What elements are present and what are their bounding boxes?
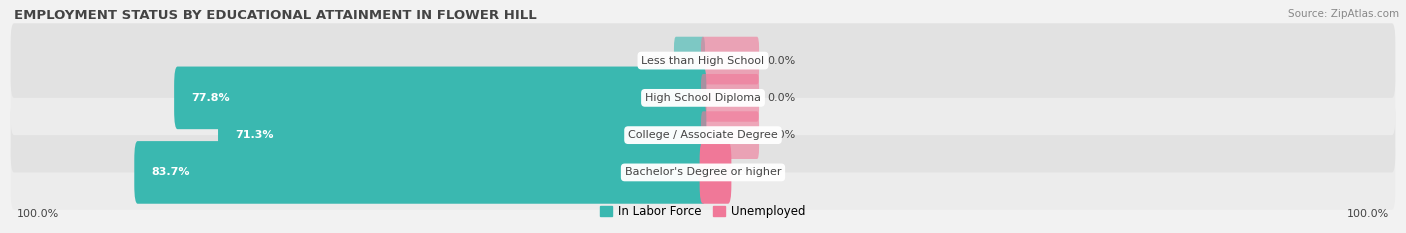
Text: 0.0%: 0.0% bbox=[768, 93, 796, 103]
Text: 71.3%: 71.3% bbox=[235, 130, 273, 140]
Text: 3.7%: 3.7% bbox=[738, 168, 766, 177]
FancyBboxPatch shape bbox=[135, 141, 706, 204]
FancyBboxPatch shape bbox=[702, 74, 759, 122]
Text: 83.7%: 83.7% bbox=[152, 168, 190, 177]
Text: EMPLOYMENT STATUS BY EDUCATIONAL ATTAINMENT IN FLOWER HILL: EMPLOYMENT STATUS BY EDUCATIONAL ATTAINM… bbox=[14, 9, 537, 22]
Text: 0.0%: 0.0% bbox=[768, 56, 796, 65]
FancyBboxPatch shape bbox=[11, 98, 1395, 172]
Text: High School Diploma: High School Diploma bbox=[645, 93, 761, 103]
Text: 100.0%: 100.0% bbox=[17, 209, 59, 219]
Text: 0.0%: 0.0% bbox=[641, 56, 669, 65]
Text: Source: ZipAtlas.com: Source: ZipAtlas.com bbox=[1288, 9, 1399, 19]
Text: 100.0%: 100.0% bbox=[1347, 209, 1389, 219]
Text: College / Associate Degree: College / Associate Degree bbox=[628, 130, 778, 140]
Text: 0.0%: 0.0% bbox=[768, 130, 796, 140]
FancyBboxPatch shape bbox=[700, 141, 731, 204]
Text: 77.8%: 77.8% bbox=[191, 93, 229, 103]
FancyBboxPatch shape bbox=[702, 37, 759, 84]
Text: Bachelor's Degree or higher: Bachelor's Degree or higher bbox=[624, 168, 782, 177]
FancyBboxPatch shape bbox=[11, 61, 1395, 135]
FancyBboxPatch shape bbox=[218, 104, 706, 166]
Text: Less than High School: Less than High School bbox=[641, 56, 765, 65]
FancyBboxPatch shape bbox=[174, 67, 706, 129]
FancyBboxPatch shape bbox=[11, 135, 1395, 210]
FancyBboxPatch shape bbox=[702, 111, 759, 159]
Legend: In Labor Force, Unemployed: In Labor Force, Unemployed bbox=[600, 205, 806, 218]
FancyBboxPatch shape bbox=[673, 37, 704, 84]
FancyBboxPatch shape bbox=[11, 23, 1395, 98]
